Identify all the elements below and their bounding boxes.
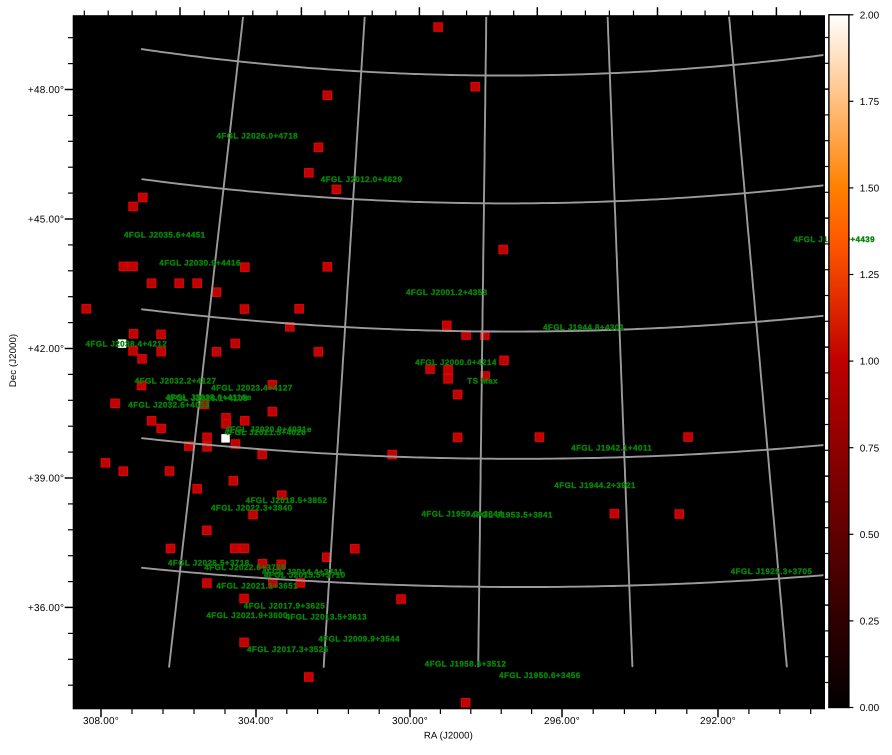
svg-text:TS Max: TS Max	[467, 377, 498, 386]
svg-text:292.00°: 292.00°	[700, 716, 736, 727]
svg-text:4FGL J2021.5+4026: 4FGL J2021.5+4026	[225, 428, 307, 437]
svg-text:+42.00°: +42.00°	[28, 344, 64, 355]
svg-text:308.00°: 308.00°	[83, 716, 119, 727]
svg-text:1.50: 1.50	[860, 184, 880, 195]
svg-text:+45.00°: +45.00°	[28, 215, 64, 226]
svg-text:300.00°: 300.00°	[392, 716, 428, 727]
svg-text:1.00: 1.00	[860, 357, 880, 368]
svg-text:4FGL J2032.6+4053: 4FGL J2032.6+4053	[128, 401, 210, 410]
svg-text:296.00°: 296.00°	[544, 716, 580, 727]
svg-text:4FGL J2026.1+4108: 4FGL J2026.1+4108	[167, 394, 249, 403]
svg-text:4FGL J1925.3+3705: 4FGL J1925.3+3705	[731, 567, 813, 576]
svg-text:4FGL J2035.6+4451: 4FGL J2035.6+4451	[124, 230, 206, 239]
svg-text:4FGL J2021.1+3651: 4FGL J2021.1+3651	[216, 582, 298, 591]
svg-text:RA (J2000): RA (J2000)	[424, 731, 473, 742]
svg-text:4FGL J1953.5+3841: 4FGL J1953.5+3841	[471, 511, 553, 520]
svg-text:4FGL J2015.5+3710: 4FGL J2015.5+3710	[264, 570, 346, 579]
svg-text:304.00°: 304.00°	[238, 716, 274, 727]
svg-text:0.00: 0.00	[860, 703, 880, 714]
svg-text:4FGL J2023.4+4127: 4FGL J2023.4+4127	[211, 384, 293, 393]
svg-text:Dec (J2000): Dec (J2000)	[8, 334, 19, 387]
svg-text:+48.00°: +48.00°	[28, 85, 64, 96]
svg-text:4FGL J2022.6+3716: 4FGL J2022.6+3716	[204, 563, 286, 572]
svg-text:4FGL J2022.3+3840: 4FGL J2022.3+3840	[211, 504, 293, 513]
svg-text:4FGL J1942.1+4011: 4FGL J1942.1+4011	[571, 444, 652, 453]
svg-text:4FGL J2026.5+3718: 4FGL J2026.5+3718	[168, 558, 250, 567]
svg-text:4FGL J2028.6+4110e: 4FGL J2028.6+4110e	[166, 393, 252, 402]
svg-text:4FGL J1944.2+3921: 4FGL J1944.2+3921	[554, 481, 636, 490]
svg-text:4FGL J2001.2+4353: 4FGL J2001.2+4353	[406, 288, 488, 297]
svg-text:1.25: 1.25	[860, 270, 880, 281]
svg-text:4FGL J1959.0+3844: 4FGL J1959.0+3844	[422, 510, 504, 519]
svg-text:4FGL J2020.9+4031e: 4FGL J2020.9+4031e	[225, 425, 312, 434]
svg-text:2.00: 2.00	[860, 10, 880, 21]
svg-text:4FGL J1958.6+3512: 4FGL J1958.6+3512	[425, 660, 507, 669]
svg-text:4FGL J2012.0+4629: 4FGL J2012.0+4629	[321, 175, 403, 184]
svg-text:4FGL J2032.2+4127: 4FGL J2032.2+4127	[135, 377, 217, 386]
svg-text:1.75: 1.75	[860, 97, 880, 108]
svg-text:4FGL J1944.8+4301: 4FGL J1944.8+4301	[543, 323, 625, 332]
svg-text:4FGL J2014.4+3711: 4FGL J2014.4+3711	[262, 567, 343, 576]
svg-text:+39.00°: +39.00°	[28, 474, 64, 485]
svg-text:4FGL J1950.6+3456: 4FGL J1950.6+3456	[499, 671, 581, 680]
svg-text:4FGL J2030.9+4416: 4FGL J2030.9+4416	[159, 259, 241, 268]
svg-text:4FGL J2017.3+3525: 4FGL J2017.3+3525	[247, 645, 329, 654]
svg-text:4FGL J2021.9+3600: 4FGL J2021.9+3600	[206, 611, 288, 620]
svg-text:+36.00°: +36.00°	[28, 603, 64, 614]
svg-text:4FGL J2009.9+3544: 4FGL J2009.9+3544	[318, 635, 400, 644]
svg-text:4FGL J2018.5+3852: 4FGL J2018.5+3852	[246, 496, 328, 505]
svg-text:0.50: 0.50	[860, 530, 880, 541]
svg-text:4FGL J2038.4+4212: 4FGL J2038.4+4212	[86, 340, 168, 349]
svg-text:4FGL J2026.0+4718: 4FGL J2026.0+4718	[217, 131, 299, 140]
svg-text:4FGL J2017.9+3625: 4FGL J2017.9+3625	[244, 602, 326, 611]
svg-text:0.25: 0.25	[860, 617, 880, 628]
svg-text:0.75: 0.75	[860, 443, 880, 454]
svg-text:4FGL J2000.0+4214: 4FGL J2000.0+4214	[415, 358, 497, 367]
svg-text:4FGL J2013.5+3613: 4FGL J2013.5+3613	[286, 613, 368, 622]
